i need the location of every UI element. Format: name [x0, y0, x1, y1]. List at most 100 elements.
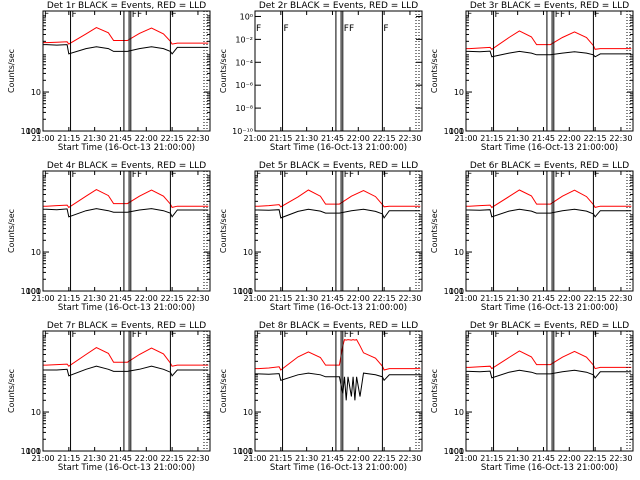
x-tick-label: 21:45 — [321, 454, 344, 463]
y-tick-label: 10⁰ — [240, 12, 253, 21]
x-tick-label: 22:00 — [347, 134, 370, 143]
x-tick-label: 22:30 — [398, 134, 421, 143]
event-marker-label: F — [594, 330, 599, 340]
y-axis-label: Counts/sec — [219, 209, 228, 253]
x-tick-label: 21:00 — [454, 134, 477, 143]
event-marker-label: FF — [344, 170, 354, 180]
y-axis-label: Counts/sec — [7, 369, 16, 413]
x-tick-label: 21:00 — [454, 454, 477, 463]
lld-series-line — [466, 30, 632, 50]
lld-series-line — [466, 350, 632, 370]
x-axis-label: Start Time (16-Oct-13 21:00:00) — [58, 463, 195, 473]
plot-frame — [42, 170, 211, 292]
event-marker-label: F — [256, 330, 261, 340]
lld-series-line — [255, 189, 421, 208]
y-tick-label: 1 — [248, 447, 253, 456]
panel-title: Det 3r BLACK = Events, RED = LLD — [470, 1, 629, 11]
event-marker-label: F — [44, 330, 49, 340]
x-tick-label: 21:15 — [57, 454, 80, 463]
y-axis-label: Counts/sec — [7, 209, 16, 253]
x-tick-label: 21:30 — [506, 134, 529, 143]
y-axis-label: Counts/sec — [430, 49, 439, 93]
event-marker-label: F — [256, 170, 261, 180]
plot-frame — [465, 330, 634, 452]
event-marker-label: F — [495, 330, 500, 340]
event-marker-label: F — [72, 330, 77, 340]
panel-title: Det 1r BLACK = Events, RED = LLD — [47, 1, 206, 11]
y-tick-label: 10⁻⁴ — [235, 58, 253, 67]
events-series-line — [43, 44, 209, 55]
event-marker-label: F — [171, 330, 176, 340]
panel-title: Det 4r BLACK = Events, RED = LLD — [47, 161, 206, 171]
events-series-line — [466, 369, 632, 379]
lld-series-line — [43, 189, 209, 209]
x-tick-label: 22:15 — [373, 454, 396, 463]
x-tick-label: 22:15 — [373, 134, 396, 143]
panel-title: Det 8r BLACK = Events, RED = LLD — [259, 321, 418, 331]
plot-frame — [465, 10, 634, 132]
lld-series-line — [466, 189, 632, 209]
x-tick-label: 21:30 — [506, 454, 529, 463]
x-tick-label: 22:15 — [584, 454, 607, 463]
y-tick-label: 1000 — [233, 287, 253, 296]
x-tick-label: 22:00 — [347, 454, 370, 463]
events-series-line — [466, 50, 632, 58]
x-tick-label: 21:15 — [269, 454, 292, 463]
x-tick-label: 21:00 — [243, 134, 266, 143]
y-tick-label: 1 — [459, 287, 464, 296]
x-tick-label: 22:00 — [347, 294, 370, 303]
x-tick-label: 22:15 — [373, 294, 396, 303]
x-tick-label: 22:15 — [161, 134, 184, 143]
lld-series-line — [43, 347, 209, 367]
y-tick-label: 1 — [36, 287, 41, 296]
y-tick-label: 100 — [26, 447, 41, 456]
x-tick-label: 22:00 — [558, 294, 581, 303]
y-tick-label: 1 — [36, 447, 41, 456]
y-tick-label: 1000 — [21, 447, 41, 456]
event-marker-label: F — [467, 330, 472, 340]
x-axis-label: Start Time (16-Oct-13 21:00:00) — [270, 463, 407, 473]
event-marker-label: F — [495, 170, 500, 180]
event-marker-label: F — [383, 330, 388, 340]
panel-title: Det 6r BLACK = Events, RED = LLD — [470, 161, 629, 171]
x-tick-label: 21:45 — [321, 294, 344, 303]
events-series-line — [255, 372, 421, 401]
y-tick-label: 10⁻⁶ — [235, 81, 253, 90]
y-axis-label: Counts/sec — [219, 49, 228, 93]
event-marker-label: F — [284, 170, 289, 180]
y-tick-label: 1 — [248, 287, 253, 296]
panel-title: Det 9r BLACK = Events, RED = LLD — [470, 321, 629, 331]
plot-frame — [254, 330, 423, 452]
y-tick-label: 1 — [459, 127, 464, 136]
y-axis-label: Counts/sec — [430, 209, 439, 253]
y-tick-label: 10 — [243, 248, 253, 257]
event-marker-label: F — [171, 170, 176, 180]
x-tick-label: 22:00 — [135, 134, 158, 143]
x-tick-label: 21:30 — [295, 454, 318, 463]
y-tick-label: 100 — [26, 127, 41, 136]
x-tick-label: 21:00 — [454, 294, 477, 303]
x-tick-label: 22:30 — [609, 294, 632, 303]
x-tick-label: 22:15 — [584, 294, 607, 303]
x-tick-label: 22:15 — [584, 134, 607, 143]
x-tick-label: 22:00 — [558, 454, 581, 463]
event-marker-label: F — [72, 10, 77, 20]
event-marker-label: F — [284, 24, 289, 34]
x-tick-label: 22:00 — [135, 294, 158, 303]
x-tick-label: 21:15 — [480, 454, 503, 463]
x-tick-label: 22:30 — [609, 134, 632, 143]
y-tick-label: 1 — [36, 127, 41, 136]
event-marker-label: F — [284, 330, 289, 340]
x-tick-label: 21:00 — [31, 294, 54, 303]
x-tick-label: 21:30 — [83, 294, 106, 303]
x-axis-label: Start Time (16-Oct-13 21:00:00) — [270, 143, 407, 153]
x-tick-label: 22:30 — [609, 454, 632, 463]
x-tick-label: 21:15 — [269, 134, 292, 143]
x-tick-label: 22:00 — [135, 454, 158, 463]
